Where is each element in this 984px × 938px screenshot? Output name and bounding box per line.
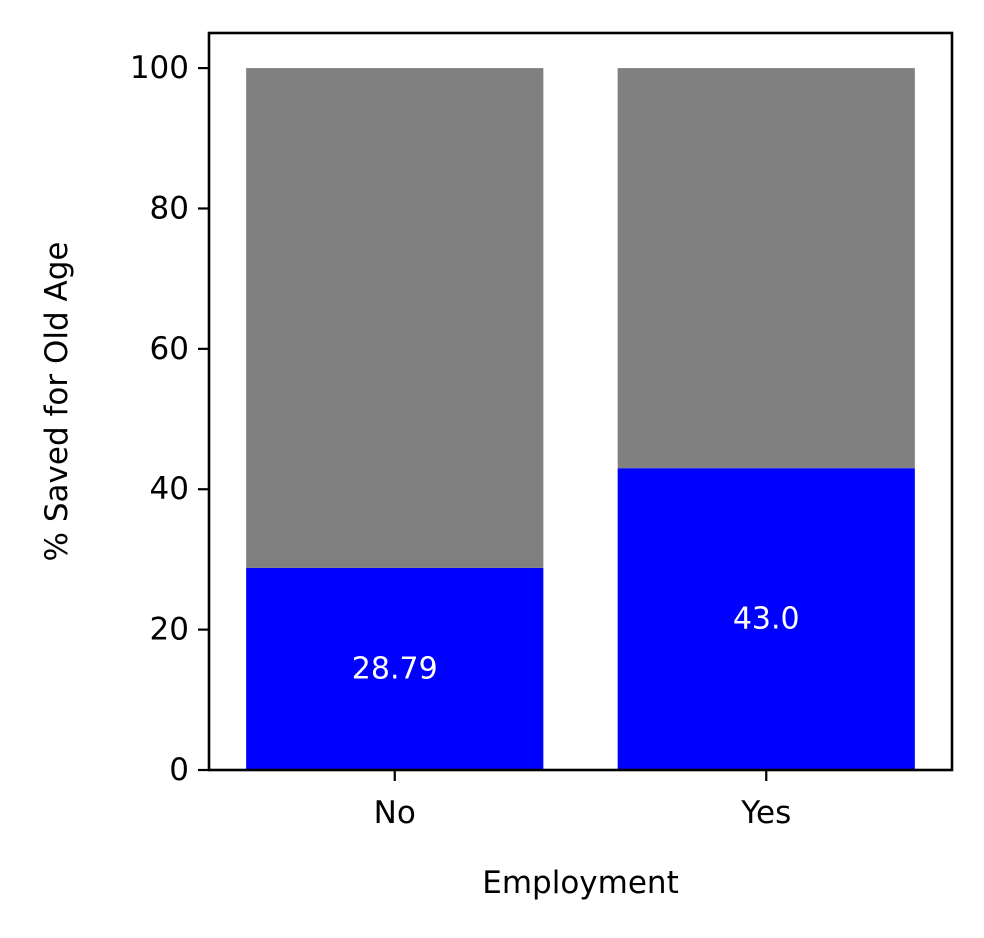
y-axis: 0 20 40 60 80 100 xyxy=(130,50,209,788)
x-axis: No Yes xyxy=(374,770,791,831)
y-axis-label: % Saved for Old Age xyxy=(39,242,75,562)
y-tick-label: 20 xyxy=(150,612,189,648)
y-tick-label: 80 xyxy=(150,190,189,226)
data-label-yes: 43.0 xyxy=(733,602,800,637)
bars-group xyxy=(246,68,915,770)
data-label-no: 28.79 xyxy=(352,651,438,686)
bar-no-segment-2 xyxy=(246,68,544,568)
y-tick-label: 60 xyxy=(150,331,189,367)
data-labels-group: 28.79 43.0 xyxy=(352,602,800,687)
y-tick-label: 40 xyxy=(150,471,189,507)
x-tick-label-no: No xyxy=(374,795,416,831)
y-tick-label: 0 xyxy=(169,752,189,788)
y-tick-label: 100 xyxy=(130,50,189,86)
bar-no-segment-1 xyxy=(246,567,544,770)
x-axis-label: Employment xyxy=(482,865,678,901)
bar-yes-segment-1 xyxy=(617,468,915,770)
x-tick-label-yes: Yes xyxy=(740,795,791,831)
plot-frame xyxy=(207,31,954,772)
bar-yes-segment-2 xyxy=(617,68,915,469)
